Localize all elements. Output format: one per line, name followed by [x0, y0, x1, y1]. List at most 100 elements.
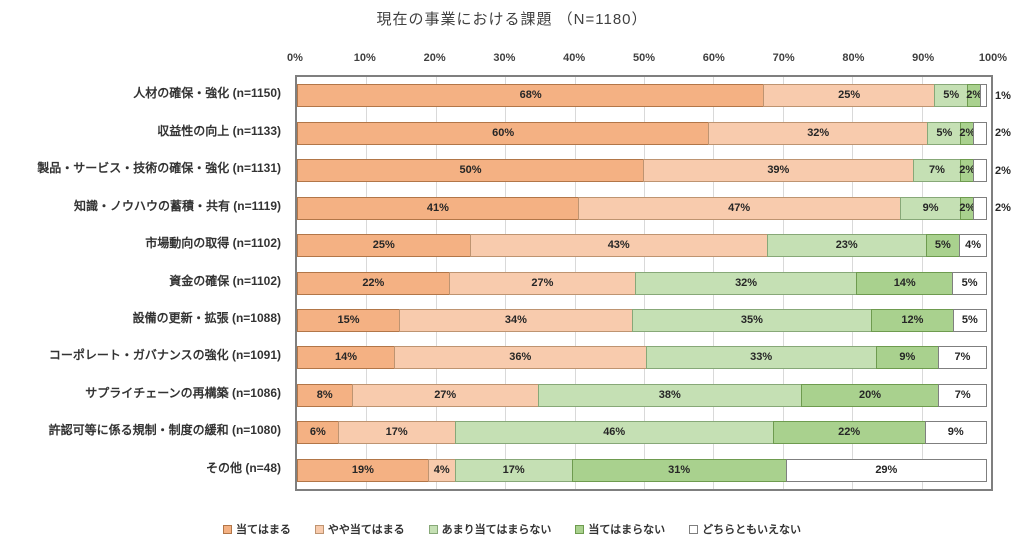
- bar-value-label: 5%: [934, 239, 951, 252]
- bar-segment-1: 19%: [297, 458, 429, 482]
- bar-row: 68% 25% 5% 2% 1%: [297, 84, 1011, 108]
- bar-value-label-outside: 2%: [995, 164, 1011, 177]
- bar-value-label: 17%: [385, 426, 408, 439]
- category-label: 製品・サービス・技術の確保・強化 (n=1131): [37, 161, 281, 176]
- bar-value-label: 36%: [509, 351, 532, 364]
- bar-segment-4: 14%: [856, 271, 954, 295]
- bar-segment-3: 38%: [537, 383, 802, 407]
- legend-item: 当てはまらない: [575, 521, 665, 537]
- legend-swatch-icon: [428, 524, 438, 534]
- bar-segment-5: 5%: [952, 271, 987, 295]
- bar-segment-1: 8%: [297, 383, 353, 407]
- chart-title: 現在の事業における課題 （N=1180）: [376, 11, 648, 28]
- axis-tick-label: 0%: [287, 52, 303, 64]
- bar-value-label: 17%: [502, 463, 525, 476]
- category-label: コーポレート・ガバナンスの強化 (n=1091): [48, 348, 281, 363]
- bar-row: 8% 27% 38% 20% 7%: [297, 383, 991, 407]
- bar-segment-4: 2%: [966, 84, 983, 108]
- category-label: 市場動向の取得 (n=1102): [145, 236, 281, 251]
- legend-item: あまり当てはまらない: [428, 521, 551, 537]
- bar-value-label: 23%: [835, 239, 858, 252]
- bar-segment-1: 6%: [297, 421, 339, 445]
- bar-segment-4: 2%: [959, 121, 975, 145]
- bar-row: 14% 36% 33% 9% 7%: [297, 346, 991, 370]
- bar-segment-2: 34%: [399, 308, 633, 332]
- bar-value-label: 34%: [504, 313, 527, 326]
- category-label: 資金の確保 (n=1102): [169, 273, 281, 288]
- bar-segment-3: 23%: [766, 234, 927, 258]
- bar-value-label: 15%: [337, 313, 360, 326]
- bar-value-label: 46%: [603, 426, 626, 439]
- plot-area: 68% 25% 5% 2% 1% 60% 32% 5% 2% 2% 50% 39% 7% 2% 2% 41% 4…: [295, 75, 1011, 491]
- bar-value-label: 27%: [531, 276, 554, 289]
- bar-segment-3: 9%: [899, 196, 962, 220]
- axis-tick-label: 70%: [772, 52, 795, 64]
- bar-segment-2: 27%: [351, 383, 539, 407]
- bar-row: 19% 4% 17% 31% 29%: [297, 458, 991, 482]
- bar-value-label: 6%: [309, 426, 326, 439]
- axis-tick-label: 90%: [912, 52, 935, 64]
- x-axis: 0% 10% 20% 30% 40% 50% 60% 70% 80% 90% 100%: [287, 52, 1007, 66]
- legend-swatch-icon: [575, 524, 585, 534]
- bar-value-label: 32%: [807, 126, 830, 139]
- bar-segment-5: 7%: [937, 346, 987, 370]
- category-label: 設備の更新・拡張 (n=1088): [132, 310, 281, 325]
- bar-segment-3: 35%: [631, 308, 873, 332]
- bar-value-label: 5%: [936, 126, 953, 139]
- legend-swatch-icon: [314, 524, 324, 534]
- bar-value-label: 4%: [433, 463, 450, 476]
- bar-value-label-outside: 2%: [995, 202, 1011, 215]
- bar-segment-4: 31%: [571, 458, 787, 482]
- legend-label: 当てはまる: [236, 524, 291, 536]
- legend-label: 当てはまらない: [588, 524, 666, 536]
- bar-value-label: 43%: [607, 239, 630, 252]
- legend-item: やや当てはまる: [314, 521, 405, 537]
- bar-segment-1: 68%: [297, 84, 765, 108]
- bar-segment-5: [973, 121, 987, 145]
- bar-segment-1: 50%: [297, 159, 644, 183]
- category-label: 人材の確保・強化 (n=1150): [133, 86, 281, 101]
- bar-value-label: 14%: [335, 351, 358, 364]
- bar-value-label: 2%: [966, 89, 983, 102]
- axis-tick-label: 80%: [842, 52, 865, 64]
- bar-segment-1: 60%: [297, 121, 710, 145]
- bar-value-label: 9%: [947, 426, 964, 439]
- bar-segment-5: 29%: [785, 458, 987, 482]
- axis-tick-label: 30%: [493, 52, 516, 64]
- bar-segment-3: 5%: [927, 121, 962, 145]
- bar-value-label: 50%: [459, 164, 482, 177]
- axis-tick-label: 50%: [632, 52, 656, 64]
- bar-row: 60% 32% 5% 2% 2%: [297, 121, 1011, 145]
- bar-segment-2: 17%: [337, 421, 456, 445]
- bar-segment-2: 27%: [448, 271, 637, 295]
- legend-label: どちらともいえない: [702, 524, 801, 536]
- bar-value-label: 8%: [316, 388, 333, 401]
- legend-swatch-icon: [223, 524, 233, 534]
- bar-row: 22% 27% 32% 14% 5%: [297, 271, 991, 295]
- bar-value-label: 33%: [750, 351, 773, 364]
- bar-segment-1: 41%: [297, 196, 579, 220]
- bar-value-label: 2%: [959, 201, 976, 214]
- bar-segment-3: 7%: [912, 159, 962, 183]
- bar-value-label: 22%: [838, 426, 861, 439]
- bar-value-label: 39%: [767, 164, 790, 177]
- bar-value-label: 27%: [434, 388, 457, 401]
- category-label: 知識・ノウハウの蓄積・共有 (n=1119): [73, 198, 281, 213]
- bar-value-label: 35%: [740, 313, 763, 326]
- bar-value-label: 7%: [954, 351, 971, 364]
- bar-segment-4: 9%: [875, 346, 939, 370]
- bar-value-label: 22%: [362, 276, 385, 289]
- bar-value-label: 38%: [658, 388, 681, 401]
- bar-value-label: 14%: [893, 276, 916, 289]
- bar-segment-4: 22%: [772, 421, 926, 445]
- bar-segment-4: 12%: [871, 308, 954, 332]
- bar-segment-5: 5%: [952, 308, 987, 332]
- category-label: 収益性の向上 (n=1133): [157, 123, 281, 138]
- bar-segment-1: 14%: [297, 346, 396, 370]
- bar-value-label-outside: 1%: [995, 89, 1011, 102]
- bar-value-label: 47%: [728, 201, 751, 214]
- bar-value-label: 9%: [922, 201, 939, 214]
- bar-segment-4: 2%: [959, 196, 976, 220]
- bar-value-label: 29%: [875, 463, 898, 476]
